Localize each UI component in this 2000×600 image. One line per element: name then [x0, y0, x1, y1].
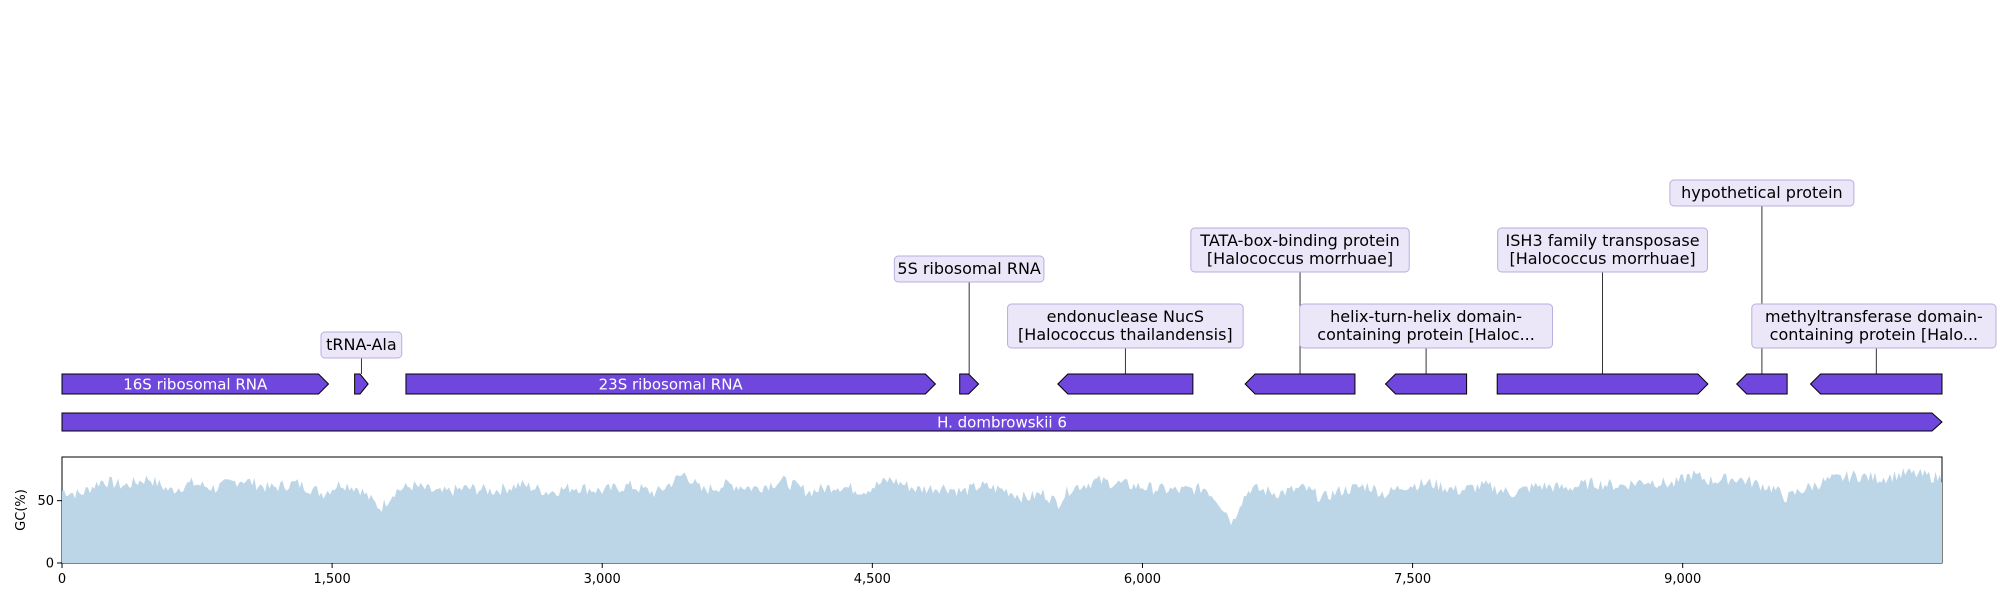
gene-feature[interactable] — [354, 373, 369, 395]
feature-callout: ISH3 family transposase [Halococcus morrh… — [1497, 227, 1708, 374]
callout-box — [1669, 179, 1855, 207]
x-tick-label: 3,000 — [584, 572, 621, 587]
callout-box — [1497, 227, 1708, 273]
feature-callout: 5S ribosomal RNA — [893, 255, 1045, 374]
feature-label: 23S ribosomal RNA — [599, 376, 744, 394]
feature-arrow[interactable] — [354, 373, 369, 395]
x-tick-label: 1,500 — [314, 572, 351, 587]
feature-arrow[interactable] — [1244, 373, 1356, 395]
gc-content-track: GC(%) 0 50 0 1,500 3,000 4,500 6,000 7,500 9,00… — [14, 456, 1943, 587]
feature-callout: tRNA-Ala — [320, 331, 403, 374]
feature-arrow[interactable] — [1057, 373, 1194, 395]
gene-feature[interactable] — [1057, 373, 1194, 395]
callout-label: 5S ribosomal RNA — [897, 259, 1041, 278]
gene-feature[interactable]: 23S ribosomal RNA — [405, 373, 937, 395]
gene-feature[interactable] — [1736, 373, 1788, 395]
gene-feature[interactable] — [1384, 373, 1468, 395]
callout-box — [1190, 227, 1410, 273]
x-tick-label: 7,500 — [1394, 572, 1431, 587]
y-tick-label: 0 — [46, 557, 54, 572]
callout-label: TATA-box-binding protein [Halococcus morr… — [1199, 231, 1399, 268]
feature-callout: methyltransferase domain-containing prot… — [1751, 303, 1997, 374]
callout-label: ISH3 family transposase [Halococcus morrh… — [1506, 231, 1700, 268]
record-bar[interactable] — [61, 412, 1943, 432]
feature-arrow[interactable] — [1736, 373, 1788, 395]
record-track: H. dombrowskii 6 — [61, 412, 1943, 432]
gene-feature[interactable] — [959, 373, 980, 395]
feature-arrow[interactable] — [1809, 373, 1943, 395]
callout-layer: tRNA-Ala 5S ribosomal RNA endonuclease Nuc… — [320, 179, 1997, 374]
feature-track: 16S ribosomal RNA 23S ribosomal RNA — [61, 373, 1943, 395]
feature-callout: hypothetical protein — [1669, 179, 1855, 374]
x-tick-label: 9,000 — [1664, 572, 1701, 587]
feature-arrow[interactable] — [959, 373, 980, 395]
gc-content-area — [62, 468, 1942, 563]
x-tick-label: 0 — [58, 572, 66, 587]
callout-label: helix-turn-helix domain-containing prote… — [1317, 307, 1535, 344]
feature-callout: TATA-box-binding protein [Halococcus morr… — [1190, 227, 1410, 374]
x-tick-label: 6,000 — [1124, 572, 1161, 587]
gene-feature[interactable] — [1496, 373, 1709, 395]
callout-box — [1299, 303, 1553, 349]
gc-y-ticks: 0 50 — [37, 494, 62, 572]
y-tick-label: 50 — [37, 494, 54, 509]
gc-axis-label: GC(%) — [14, 489, 29, 531]
feature-arrow[interactable] — [405, 373, 937, 395]
feature-callout: endonuclease NucS [Halococcus thailandens… — [1007, 303, 1244, 374]
callout-box — [1007, 303, 1244, 349]
feature-arrow[interactable] — [1496, 373, 1709, 395]
gene-feature[interactable]: 16S ribosomal RNA — [61, 373, 330, 395]
callout-box — [893, 255, 1045, 283]
callout-label: tRNA-Ala — [326, 335, 397, 354]
callout-label: methyltransferase domain-containing prot… — [1765, 307, 1983, 344]
feature-label: 16S ribosomal RNA — [123, 376, 268, 394]
record-label: H. dombrowskii 6 — [937, 414, 1067, 432]
callout-label: endonuclease NucS [Halococcus thailandens… — [1018, 307, 1233, 344]
callout-box — [1751, 303, 1997, 349]
callout-label: hypothetical protein — [1681, 183, 1843, 202]
gc-x-ticks: 0 1,500 3,000 4,500 6,000 7,500 9,000 — [58, 563, 1701, 587]
x-tick-label: 4,500 — [854, 572, 891, 587]
feature-callout: helix-turn-helix domain-containing prote… — [1299, 303, 1553, 374]
gene-feature[interactable] — [1809, 373, 1943, 395]
gene-feature[interactable] — [1244, 373, 1356, 395]
feature-arrow[interactable] — [1384, 373, 1468, 395]
callout-box — [320, 331, 403, 359]
feature-arrow[interactable] — [61, 373, 330, 395]
